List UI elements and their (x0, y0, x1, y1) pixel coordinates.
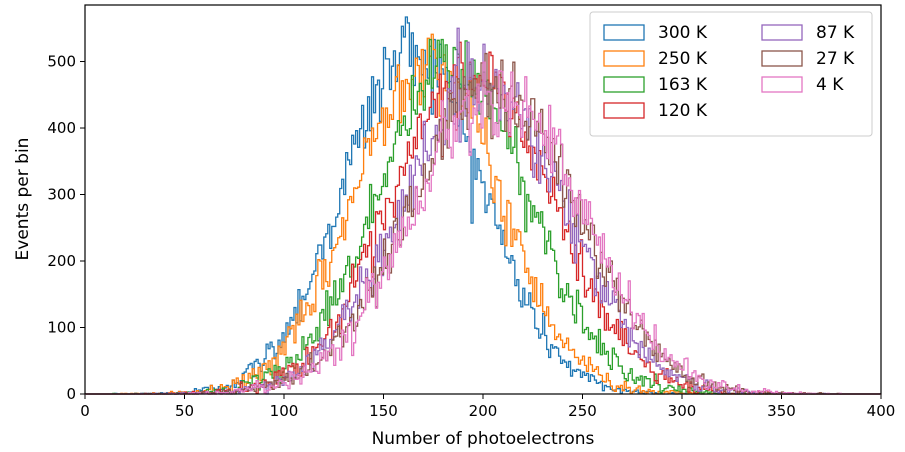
series-line-5 (85, 52, 881, 395)
series-line-1 (85, 33, 881, 395)
legend-swatch (761, 76, 803, 93)
legend-frame (589, 11, 873, 137)
x-tick-label: 100 (270, 402, 299, 420)
x-tick-label: 200 (469, 402, 498, 420)
legend-swatch (761, 24, 803, 41)
x-tick-label: 250 (568, 402, 597, 420)
plot-frame (84, 4, 882, 395)
legend-swatch (603, 102, 645, 119)
legend: 300 K 250 K 163 K 120 K 87 K 27 K 4 K (589, 11, 873, 137)
y-axis-ticks: 0 100 200 300 400 500 (47, 53, 85, 403)
legend-label: 27 K (816, 49, 855, 69)
histogram-series (85, 16, 881, 395)
legend-label: 250 K (658, 49, 708, 69)
x-tick-label: 400 (867, 402, 896, 420)
x-tick-label: 0 (80, 402, 90, 420)
x-tick-label: 350 (767, 402, 796, 420)
legend-label: 300 K (658, 23, 708, 43)
legend-label: 87 K (816, 23, 855, 43)
legend-swatch (603, 50, 645, 67)
y-tick-label: 400 (47, 119, 76, 137)
x-axis-label: Number of photoelectrons (372, 429, 595, 449)
x-tick-label: 50 (175, 402, 194, 420)
x-axis-ticks: 0 50 100 150 200 250 300 350 400 (80, 394, 895, 420)
legend-label: 120 K (658, 101, 708, 121)
x-tick-label: 300 (668, 402, 697, 420)
y-tick-label: 500 (47, 53, 76, 71)
y-tick-label: 300 (47, 186, 76, 204)
legend-label: 4 K (816, 75, 844, 95)
legend-label: 163 K (658, 75, 708, 95)
legend-swatch (761, 50, 803, 67)
series-line-6 (85, 61, 881, 395)
legend-swatch (603, 76, 645, 93)
legend-swatch (603, 24, 645, 41)
y-tick-label: 200 (47, 252, 76, 270)
x-tick-label: 150 (369, 402, 398, 420)
y-tick-label: 0 (66, 385, 76, 403)
y-axis-label: Events per bin (13, 138, 33, 261)
y-tick-label: 100 (47, 319, 76, 337)
